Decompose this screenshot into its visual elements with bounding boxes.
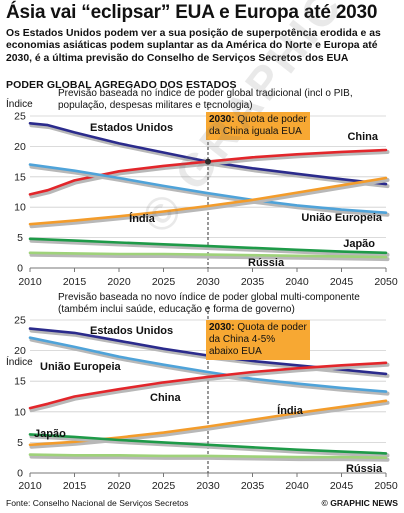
- chart2-series-label-usa: Estados Unidos: [90, 325, 173, 337]
- chart2-ytick-label: 15: [14, 376, 26, 388]
- chart1-annotation-text: Quota de poder da China iguala EUA: [209, 114, 307, 137]
- chart1-series-shadow: [29, 150, 390, 199]
- chart1-ytick-label: 15: [14, 171, 26, 183]
- chart2-subtitle: Previsão baseada no novo índice de poder…: [58, 292, 360, 315]
- chart2-xtick-label: 2050: [374, 480, 398, 492]
- chart1-series-label-usa: Estados Unidos: [90, 122, 173, 134]
- chart1-xtick-label: 2040: [285, 276, 309, 288]
- chart1-ytick-label: 10: [14, 202, 26, 214]
- chart1-ytick-label: 0: [17, 263, 23, 275]
- chart2-ytick-label: 0: [17, 468, 23, 480]
- chart2-series-shadow: [29, 362, 390, 413]
- chart2-series-label-india: Índia: [277, 404, 304, 417]
- chart1-ytick-label: 25: [14, 111, 26, 123]
- chart2-annotation-year: 2030:: [209, 322, 235, 333]
- chart1-series-line-india: [28, 176, 388, 226]
- chart2-ytick-label: 10: [14, 406, 26, 418]
- chart2-series-line-japan: [28, 433, 388, 455]
- chart2-ytick-label: 5: [17, 437, 23, 449]
- chart1-ylabel: Índice: [6, 99, 33, 110]
- chart1-xtick-label: 2025: [152, 276, 176, 288]
- chart2-series-line-eu: [28, 336, 388, 393]
- section-heading: PODER GLOBAL AGREGADO DOS ESTADOS: [6, 79, 237, 91]
- chart1-series-line-japan: [28, 237, 388, 255]
- chart1-series-line-eu: [28, 163, 388, 214]
- credit-note: © GRAPHIC NEWS: [321, 498, 398, 508]
- chart2-xtick-label: 2015: [63, 480, 87, 492]
- chart2-xtick-label: 2035: [241, 480, 265, 492]
- chart2-series-label-russia: Rússia: [346, 463, 383, 475]
- chart1-series-line-russia: [28, 251, 388, 259]
- chart1-xtick-label: 2045: [330, 276, 354, 288]
- chart2-annotation-text: Quota de poder da China 4-5% abaixo EUA: [209, 322, 307, 357]
- chart1-series-shadow: [29, 252, 390, 262]
- chart1-ytick-label: 20: [14, 141, 26, 153]
- chart1-series-shadow: [29, 123, 390, 189]
- source-note: Fonte: Conselho Nacional de Serviços Sec…: [6, 498, 189, 508]
- lede-text: Os Estados Unidos podem ver a sua posiçã…: [6, 28, 381, 64]
- chart1-xtick-label: 2035: [241, 276, 265, 288]
- chart2-annotation: 2030: Quota de poder da China 4-5% abaix…: [206, 320, 310, 360]
- page-title: Ásia vai “eclipsar” EUA e Europa até 203…: [6, 2, 378, 23]
- chart2-ytick-label: 25: [14, 315, 26, 327]
- chart1-xtick-label: 2010: [18, 276, 42, 288]
- chart2-xtick-label: 2030: [196, 480, 220, 492]
- chart1-xtick-label: 2030: [196, 276, 220, 288]
- chart1-annotation-year: 2030:: [209, 114, 235, 125]
- chart2-series-line-russia: [28, 453, 388, 459]
- chart2-xtick-label: 2010: [18, 480, 42, 492]
- chart1-series-label-eu: União Europeia: [301, 212, 383, 224]
- chart1-series-shadow: [29, 238, 390, 257]
- chart2-series-line-china: [28, 361, 388, 410]
- chart1-annotation: 2030: Quota de poder da China iguala EUA: [206, 112, 310, 140]
- chart1-xtick-label: 2050: [374, 276, 398, 288]
- chart1-subtitle: Previsão baseada no índice de poder glob…: [58, 88, 353, 111]
- chart1-crossover-point: [205, 158, 211, 165]
- chart2-series-label-china: China: [150, 392, 181, 404]
- chart2-xtick-label: 2020: [107, 480, 131, 492]
- chart2-xtick-label: 2045: [330, 480, 354, 492]
- chart1-xtick-label: 2015: [63, 276, 87, 288]
- chart1-series-line-china: [28, 148, 388, 196]
- chart2-series-shadow: [29, 454, 390, 462]
- chart1-series-shadow: [29, 164, 390, 217]
- chart2-series-shadow: [29, 434, 390, 458]
- chart2-ytick-label: 20: [14, 345, 26, 357]
- chart2-series-shadow: [29, 400, 390, 449]
- chart1-series-label-russia: Rússia: [248, 257, 285, 269]
- chart2-series-label-eu: União Europeia: [40, 361, 122, 373]
- chart1-ytick-label: 5: [17, 232, 23, 244]
- chart2-xtick-label: 2040: [285, 480, 309, 492]
- chart1-series-shadow: [29, 178, 390, 229]
- chart2-series-shadow: [29, 337, 390, 396]
- chart2-series-label-japan: Japão: [34, 428, 66, 440]
- chart1-series-line-usa: [28, 122, 388, 186]
- chart1-series-label-india: Índia: [129, 212, 156, 225]
- chart2-ylabel: Índice: [6, 357, 33, 368]
- chart1-xtick-label: 2020: [107, 276, 131, 288]
- chart1-series-label-japan: Japão: [343, 238, 375, 250]
- chart1-series-label-china: China: [347, 131, 378, 143]
- chart2-xtick-label: 2025: [152, 480, 176, 492]
